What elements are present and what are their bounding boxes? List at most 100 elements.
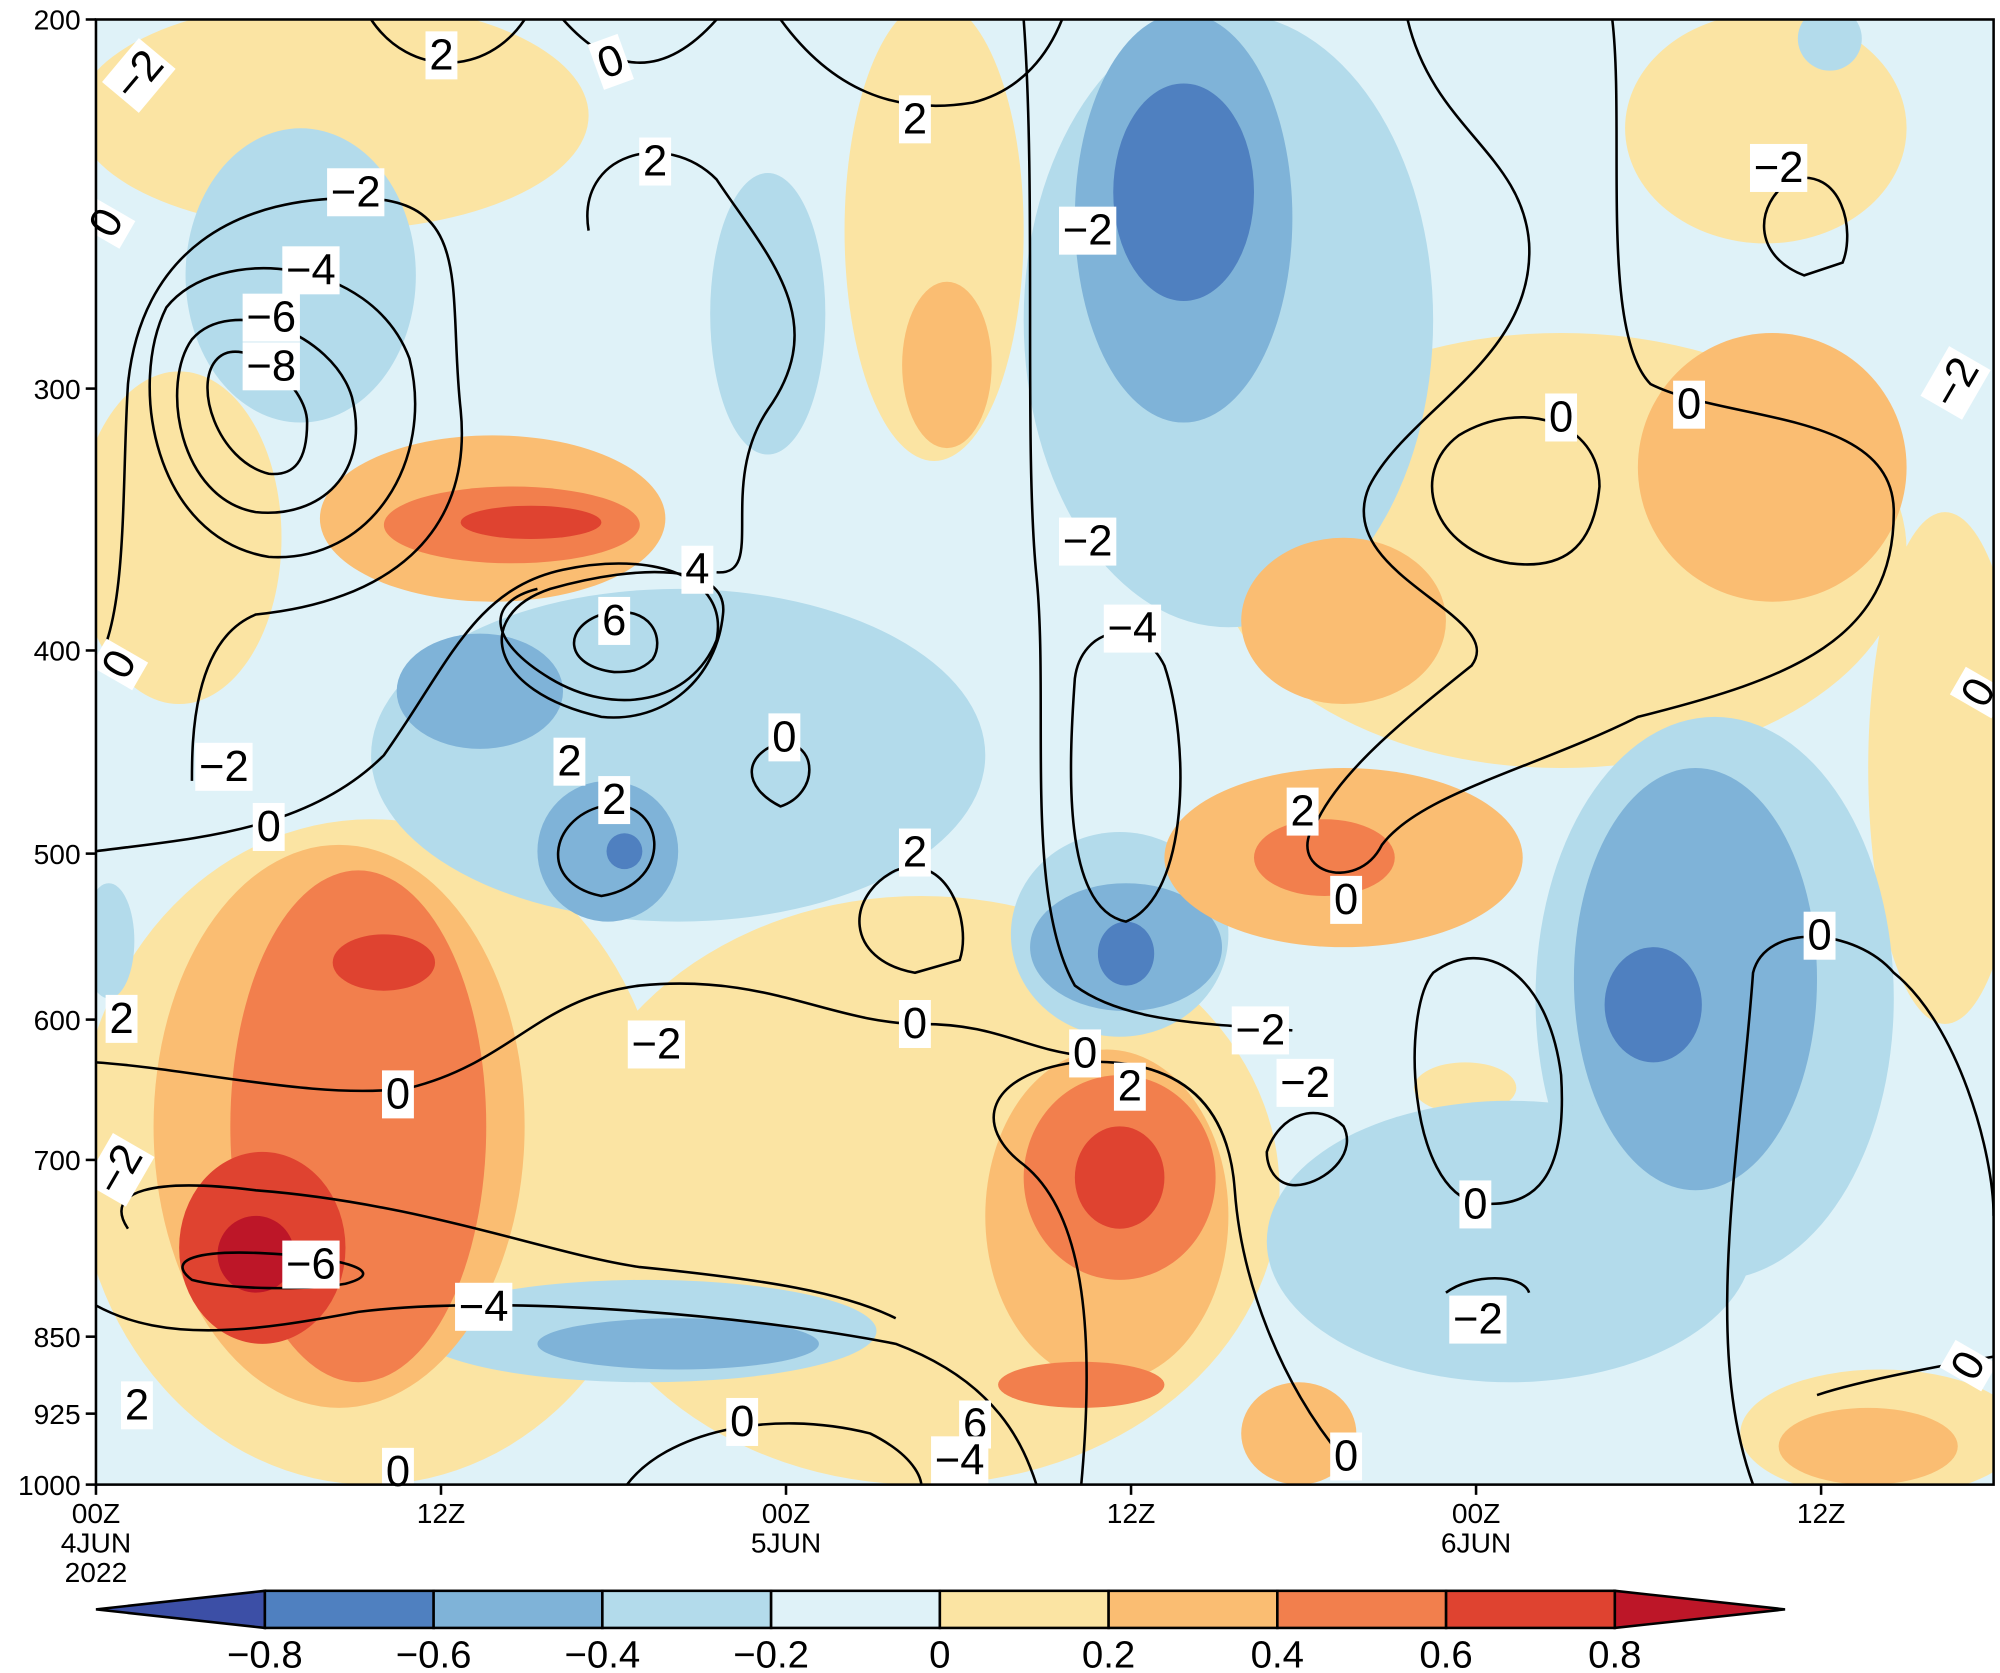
contour-label: 0 xyxy=(252,802,285,851)
contour-label: 2 xyxy=(425,31,458,80)
contour-line xyxy=(95,196,464,781)
contour-label-text: −2 xyxy=(1280,1059,1330,1107)
contour-label: 0 xyxy=(1673,380,1705,429)
y-tick-label: 200 xyxy=(34,5,81,36)
label-box xyxy=(1920,346,1991,420)
contour-label: 0 xyxy=(768,713,801,762)
contour-label-text: −4 xyxy=(935,1436,985,1484)
label-box xyxy=(327,168,385,217)
contour-line xyxy=(625,1422,923,1485)
contour-label-text: −8 xyxy=(246,342,296,390)
contour-label: 2 xyxy=(1113,1062,1146,1111)
label-box xyxy=(252,802,285,851)
contour-label: 0 xyxy=(898,1000,931,1049)
contour-label: 0 xyxy=(726,1397,759,1446)
contour-line xyxy=(1306,19,1896,874)
contour-line xyxy=(500,570,725,719)
y-tick-label: 700 xyxy=(34,1145,81,1176)
shade-region xyxy=(1413,1062,1517,1114)
shade-region xyxy=(1797,19,1862,71)
contour-label-text: 0 xyxy=(1073,1029,1097,1077)
contour-label: 2 xyxy=(553,737,586,786)
shade-region xyxy=(1097,921,1155,986)
contour-label: −2 xyxy=(1749,143,1808,192)
label-box xyxy=(1069,1029,1102,1078)
contour-label-text: 0 xyxy=(1677,381,1701,429)
contour-line xyxy=(95,1303,1038,1485)
contour-label: 0 xyxy=(382,1070,414,1119)
contour-label-text: −4 xyxy=(286,246,336,294)
label-box xyxy=(726,1397,759,1446)
contour-label-text: 2 xyxy=(109,995,133,1043)
label-box xyxy=(90,638,149,691)
shade-region xyxy=(1113,83,1254,301)
contour-line xyxy=(1445,1277,1531,1294)
contour-line xyxy=(95,982,1086,1093)
label-box xyxy=(1449,1295,1507,1344)
contour-line xyxy=(1022,19,1293,1032)
contour-label-text: 2 xyxy=(429,31,453,79)
contour-label: −2 xyxy=(627,1020,686,1069)
contour-label-text: −2 xyxy=(199,743,249,791)
contour-line xyxy=(1265,1111,1349,1187)
contour-line xyxy=(1413,956,1564,1206)
contour-label-text: 2 xyxy=(1291,788,1315,836)
label-box xyxy=(1330,875,1363,924)
contour-label-text: −2 xyxy=(1063,518,1113,566)
shade-region xyxy=(998,1361,1165,1408)
colorbar-extend xyxy=(1613,1589,1786,1630)
shade-region xyxy=(1604,947,1702,1063)
label-box xyxy=(1113,1062,1146,1111)
label-box xyxy=(1749,143,1808,192)
colorbar-bin xyxy=(1107,1589,1279,1630)
contour-label-text: 0 xyxy=(1463,1180,1487,1228)
colorbar: −0.8 −0.6 −0.4 −0.2 0 0.2 0.4 0.6 0.8 xyxy=(95,1589,1786,1673)
contour-line xyxy=(1430,416,1601,566)
y-tick-label: 600 xyxy=(34,1005,81,1036)
label-box xyxy=(242,342,300,391)
contour-label-text: 0 xyxy=(1334,876,1358,924)
x-tick-label: 12Z xyxy=(417,1498,466,1529)
label-box xyxy=(898,828,931,877)
shade-region xyxy=(902,281,992,449)
contour-label: 0 xyxy=(1330,1432,1363,1481)
colorbar-extend xyxy=(95,1589,267,1630)
contour-label-text: −2 xyxy=(1236,1006,1286,1054)
contour-label: −8 xyxy=(242,342,300,391)
label-box xyxy=(382,1070,414,1119)
contour-label-text: −2 xyxy=(632,1020,682,1068)
contour-label-text: −2 xyxy=(331,168,381,216)
contour-label: −4 xyxy=(931,1436,989,1485)
contour-line xyxy=(779,19,1064,108)
x-tick-label: 00Z 5JUN xyxy=(751,1498,821,1558)
shade-region xyxy=(1074,1126,1165,1229)
contour-label: 0 xyxy=(1545,393,1578,442)
colorbar-label: 0.4 xyxy=(1251,1634,1304,1673)
label-box xyxy=(195,742,253,791)
contour-label: 2 xyxy=(105,994,138,1043)
contour-label: −2 xyxy=(1276,1058,1334,1107)
contour-label-text: 0 xyxy=(386,1448,410,1496)
x-tick-line: 2022 xyxy=(65,1557,128,1588)
contour-line xyxy=(1725,935,1994,1485)
label-box xyxy=(102,38,176,113)
colorbar-label: 0.8 xyxy=(1588,1634,1641,1673)
contour-label-text: 0 xyxy=(1334,1433,1358,1481)
contour-label: 0 xyxy=(1459,1180,1492,1229)
x-tick-line: 12Z xyxy=(1797,1498,1846,1529)
contour-label: −2 xyxy=(327,168,385,217)
shade-region xyxy=(1266,1100,1754,1383)
colorbar-bin xyxy=(769,1589,942,1630)
contour-label: −4 xyxy=(1103,604,1162,653)
contour-label-text: 2 xyxy=(643,138,667,186)
label-box xyxy=(1286,787,1319,836)
contour-label: −4 xyxy=(455,1282,513,1331)
label-box xyxy=(639,137,672,186)
label-box xyxy=(931,1436,989,1485)
x-tick-line: 5JUN xyxy=(751,1527,821,1558)
contour-label: −2 xyxy=(195,742,253,791)
label-box xyxy=(627,1020,686,1069)
label-box xyxy=(898,1000,931,1049)
label-box xyxy=(1545,393,1578,442)
shading xyxy=(95,19,1994,1485)
